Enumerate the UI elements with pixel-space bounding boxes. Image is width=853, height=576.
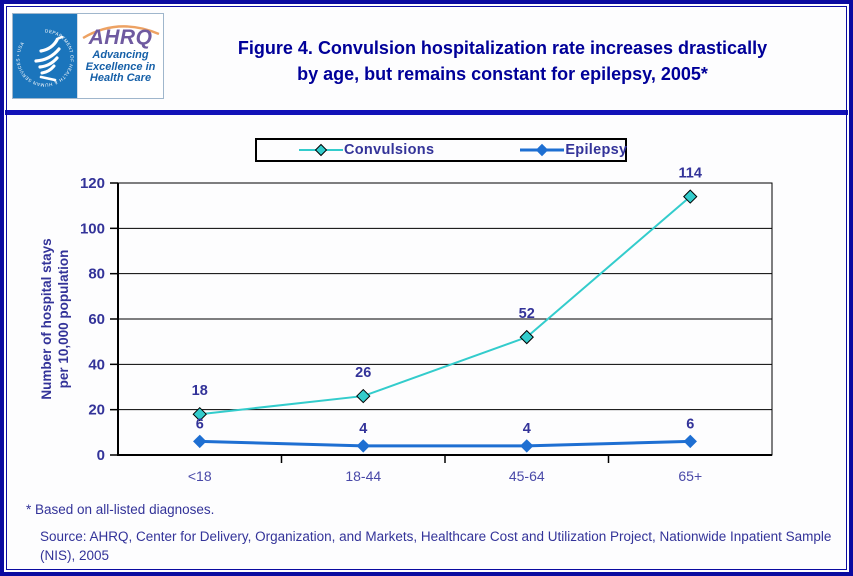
legend-label-epilepsy: Epilepsy — [565, 142, 628, 158]
legend-label-convulsions: Convulsions — [344, 142, 435, 158]
marker-epilepsy — [356, 439, 370, 453]
ahrq-tagline: Advancing Excellence in Health Care — [85, 49, 156, 84]
legend-item-epilepsy: Epilepsy — [520, 142, 627, 158]
marker-epilepsy — [520, 439, 534, 453]
y-tick-label: 100 — [80, 220, 105, 237]
marker-convulsions — [356, 388, 371, 404]
ahrq-hhs-logo: DEPARTMENT OF HEALTH & HUMAN SERVICES • … — [12, 13, 164, 99]
eagle-icon — [34, 35, 64, 82]
hhs-seal: DEPARTMENT OF HEALTH & HUMAN SERVICES • … — [13, 14, 77, 98]
y-axis-title: Number of hospital stays per 10,000 popul… — [39, 238, 71, 399]
ahrq-logo: AHRQ Advancing Excellence in Health Care — [77, 14, 163, 98]
y-tick-label: 0 — [97, 447, 105, 464]
marker-convulsions — [683, 189, 698, 204]
footnote: * Based on all-listed diagnoses. — [26, 502, 215, 517]
marker-epilepsy — [193, 434, 207, 449]
marker-convulsions — [192, 406, 207, 422]
data-label-convulsions: 52 — [519, 306, 535, 322]
legend-item-convulsions: Convulsions — [299, 142, 434, 158]
x-category-label: 45-64 — [509, 468, 545, 484]
x-category-label: <18 — [188, 468, 212, 484]
legend-swatch-icon — [299, 143, 343, 157]
data-label-convulsions: 114 — [679, 166, 702, 182]
data-label-epilepsy: 4 — [523, 421, 531, 437]
source-line-1: Source: AHRQ, Center for Delivery, Organ… — [40, 529, 832, 544]
y-tick-label: 20 — [88, 402, 105, 419]
x-category-label: 18-44 — [345, 468, 381, 484]
ahrq-wordmark: AHRQ — [88, 26, 153, 49]
y-tick-label: 80 — [88, 266, 105, 283]
y-tick-label: 60 — [88, 311, 105, 328]
chart-legend: Convulsions Epilepsy — [255, 138, 627, 162]
legend-swatch-icon — [520, 143, 565, 157]
figure-title-line-1: Figure 4. Convulsion hospitalization rat… — [237, 38, 768, 58]
data-label-convulsions: 18 — [192, 383, 208, 399]
series-line-epilepsy — [199, 439, 691, 448]
x-category-label: 65+ — [678, 468, 702, 484]
header-divider — [5, 110, 848, 115]
source-citation: Source: AHRQ, Center for Delivery, Organ… — [40, 527, 831, 565]
data-label-epilepsy: 6 — [686, 416, 694, 432]
hhs-eagle-icon: DEPARTMENT OF HEALTH & HUMAN SERVICES • … — [15, 28, 74, 87]
data-label-convulsions: 26 — [355, 365, 371, 381]
ahrq-arc-icon — [82, 25, 160, 39]
y-tick-label: 120 — [80, 175, 105, 192]
marker-epilepsy — [683, 434, 697, 449]
marker-convulsions — [519, 329, 534, 345]
y-tick-label: 40 — [88, 356, 105, 373]
data-label-epilepsy: 6 — [196, 416, 204, 432]
source-line-2: (NIS), 2005 — [40, 548, 110, 563]
figure-title-line-2: by age, but remains constant for epileps… — [297, 64, 708, 84]
figure-title: Figure 4. Convulsion hospitalization rat… — [162, 35, 843, 87]
series-line-convulsions — [199, 195, 691, 416]
data-label-epilepsy: 4 — [359, 421, 367, 437]
